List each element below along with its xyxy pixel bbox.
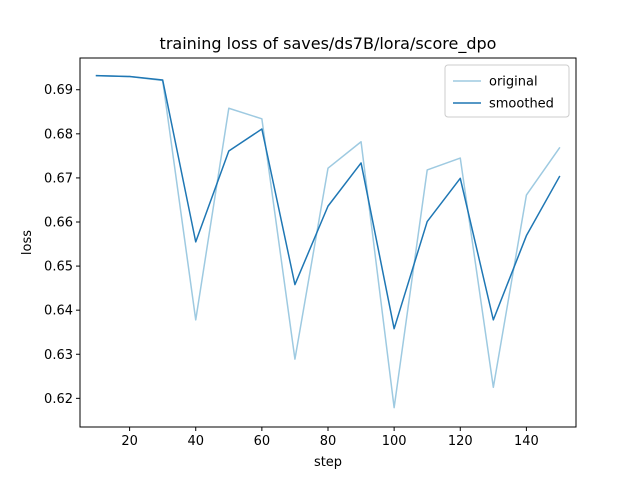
- y-axis: 0.62 0.63 0.64 0.65 0.66 0.67 0.68 0.69: [44, 83, 80, 407]
- y-tick-label: 0.67: [44, 171, 73, 186]
- y-tick-label: 0.62: [44, 392, 73, 407]
- x-tick-label: 40: [187, 434, 204, 449]
- y-axis-label: loss: [20, 230, 35, 255]
- y-tick-label: 0.68: [44, 127, 73, 142]
- x-tick-label: 120: [448, 434, 473, 449]
- series-layer: [95, 74, 561, 409]
- legend-label-smoothed: smoothed: [489, 97, 554, 112]
- x-tick-label: 80: [320, 434, 337, 449]
- x-axis-label: step: [314, 455, 342, 470]
- series-line-original: [95, 74, 561, 409]
- x-tick-label: 60: [254, 434, 271, 449]
- x-tick-label: 20: [121, 434, 138, 449]
- x-axis: 20 40 60 80 100 120 140: [121, 427, 539, 449]
- legend: original smoothed: [444, 64, 570, 118]
- y-tick-label: 0.65: [44, 260, 73, 275]
- y-tick-label: 0.66: [44, 216, 73, 231]
- y-tick-label: 0.63: [44, 348, 73, 363]
- y-tick-label: 0.69: [44, 83, 73, 98]
- legend-box: [444, 64, 570, 118]
- x-tick-label: 140: [514, 434, 539, 449]
- y-tick-label: 0.64: [44, 304, 73, 319]
- x-tick-label: 100: [382, 434, 407, 449]
- chart-title: training loss of saves/ds7B/lora/score_d…: [160, 34, 497, 54]
- legend-label-original: original: [489, 75, 538, 90]
- series-line-smoothed: [95, 74, 561, 330]
